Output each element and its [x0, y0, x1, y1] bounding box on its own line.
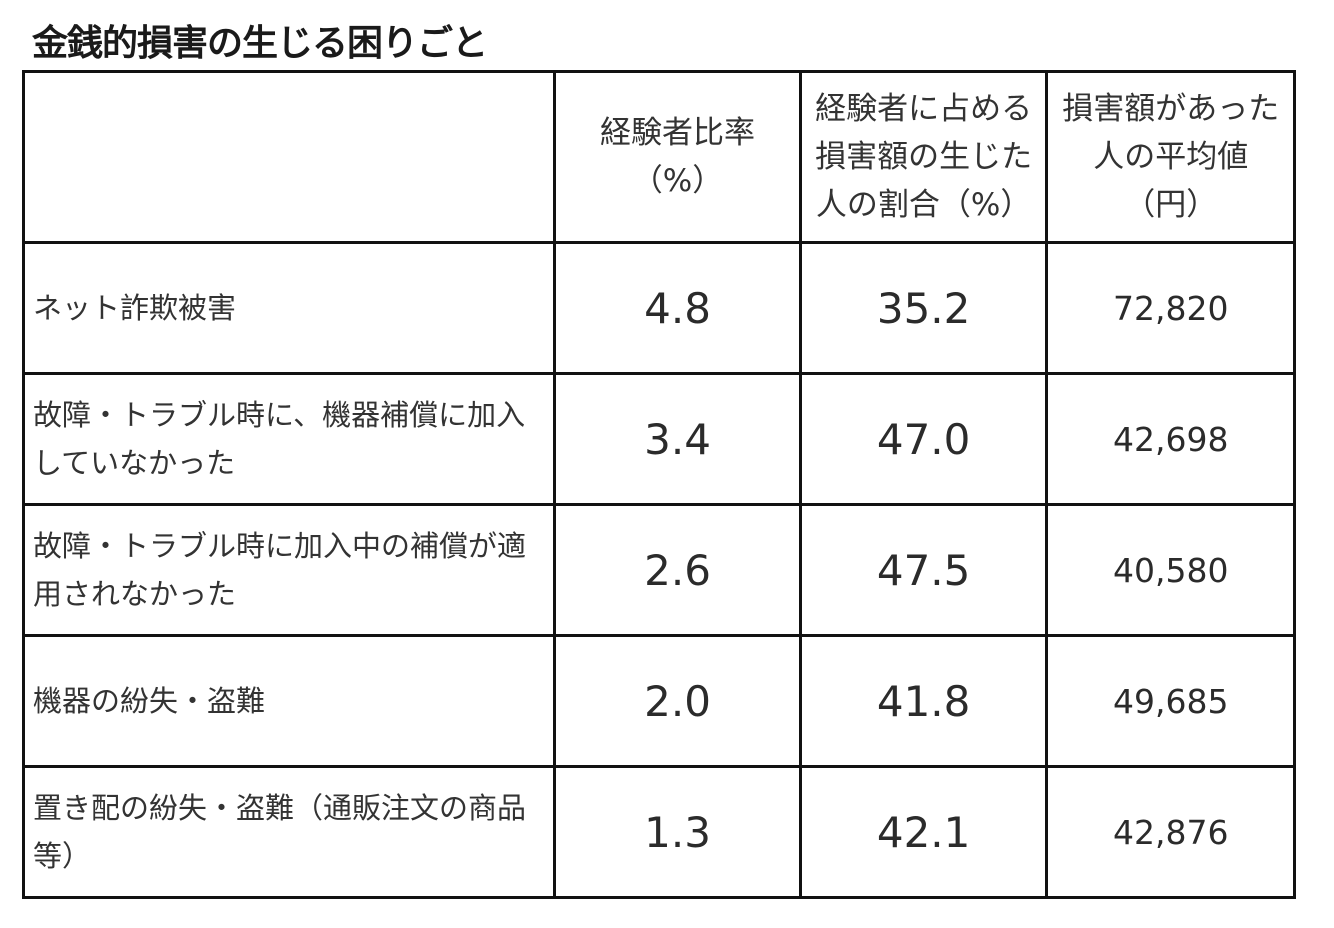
table-row: 故障・トラブル時に加入中の補償が適用されなかった 2.6 47.5 40,580	[21, 503, 1296, 637]
row-label: 故障・トラブル時に、機器補償に加入していなかった	[21, 372, 557, 506]
experience-rate-value: 3.4	[553, 372, 802, 506]
row-label: ネット詐欺被害	[21, 241, 557, 375]
damage-share-value: 47.0	[798, 372, 1049, 506]
experience-rate-value: 1.3	[553, 765, 802, 899]
average-damage-value: 40,580	[1045, 503, 1296, 637]
table-row: 機器の紛失・盗難 2.0 41.8 49,685	[21, 634, 1296, 768]
experience-rate-value: 2.6	[553, 503, 802, 637]
damage-share-value: 41.8	[798, 634, 1049, 768]
header-cell-experience-rate: 経験者比率 （%）	[553, 70, 802, 244]
header-cell-blank	[21, 70, 557, 244]
row-label: 故障・トラブル時に加入中の補償が適用されなかった	[21, 503, 557, 637]
experience-rate-value: 4.8	[553, 241, 802, 375]
header-cell-average-damage: 損害額があった 人の平均値 （円）	[1045, 70, 1296, 244]
row-label: 機器の紛失・盗難	[21, 634, 557, 768]
average-damage-value: 49,685	[1045, 634, 1296, 768]
table-row: ネット詐欺被害 4.8 35.2 72,820	[21, 241, 1296, 375]
table-row: 故障・トラブル時に、機器補償に加入していなかった 3.4 47.0 42,698	[21, 372, 1296, 506]
header-row: 経験者比率 （%） 経験者に占める 損害額の生じた 人の割合（%） 損害額があっ…	[21, 70, 1296, 244]
damage-share-value: 42.1	[798, 765, 1049, 899]
damage-share-value: 35.2	[798, 241, 1049, 375]
average-damage-value: 72,820	[1045, 241, 1296, 375]
damage-share-value: 47.5	[798, 503, 1049, 637]
damage-table: 経験者比率 （%） 経験者に占める 損害額の生じた 人の割合（%） 損害額があっ…	[21, 70, 1296, 899]
page-title: 金銭的損害の生じる困りごと	[32, 23, 488, 64]
average-damage-value: 42,876	[1045, 765, 1296, 899]
average-damage-value: 42,698	[1045, 372, 1296, 506]
experience-rate-value: 2.0	[553, 634, 802, 768]
row-label: 置き配の紛失・盗難（通販注文の商品等）	[21, 765, 557, 899]
table-row: 置き配の紛失・盗難（通販注文の商品等） 1.3 42.1 42,876	[21, 765, 1296, 899]
header-cell-damage-share: 経験者に占める 損害額の生じた 人の割合（%）	[798, 70, 1049, 244]
